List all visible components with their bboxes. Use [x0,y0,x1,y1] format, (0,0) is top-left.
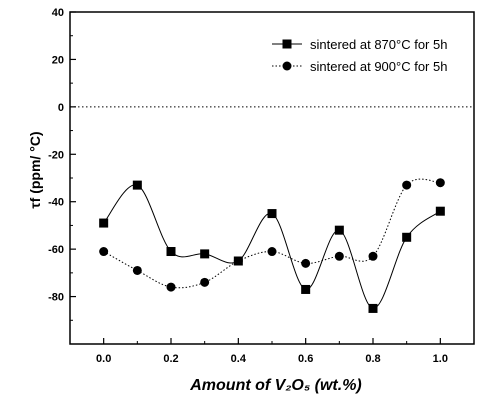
data-point-square [166,247,176,257]
x-axis-title: Amount of V₂O₅ (wt.%) [189,377,362,394]
data-point-square [402,232,412,242]
legend-label: sintered at 870°C for 5h [310,37,447,52]
data-point-circle [99,247,109,257]
x-tick-label: 0.0 [96,353,111,365]
y-tick-label: -60 [48,244,64,256]
y-axis-ticks: -80 -60 -40 -20 0 20 40 [48,7,76,321]
y-tick-label: -20 [48,149,64,161]
data-point-square [200,249,210,259]
data-point-circle [132,265,142,275]
y-tick-label: 0 [58,102,64,114]
x-tick-label: 0.8 [365,353,380,365]
data-point-circle [301,258,311,268]
data-point-square [334,225,344,235]
data-point-circle [233,256,243,266]
x-tick-label: 0.4 [231,353,247,365]
x-tick-label: 1.0 [433,353,448,365]
data-point-circle [368,251,378,261]
x-axis-ticks: 0.0 0.2 0.4 0.6 0.8 1.0 [96,338,448,365]
data-point-square [301,284,311,294]
y-tick-label: -40 [48,197,64,209]
series-line-2 [103,178,441,289]
legend-label: sintered at 900°C for 5h [310,59,447,74]
x-tick-label: 0.2 [163,353,178,365]
data-point-circle [334,251,344,261]
y-tick-label: -80 [48,292,64,304]
data-point-square [99,218,109,228]
y-tick-label: 20 [52,54,64,66]
legend: sintered at 870°C for 5h sintered at 900°… [272,37,447,74]
y-axis-title: τf (ppm/ °C) [27,131,43,208]
x-tick-label: 0.6 [298,353,313,365]
series-layer [99,178,445,313]
series-line-1 [103,184,441,309]
data-point-circle [402,180,412,190]
data-point-square [132,180,142,190]
data-point-square [368,303,378,313]
data-point-square [267,209,277,219]
legend-marker-circle [282,61,292,71]
data-point-square [435,206,445,216]
legend-marker-square [282,39,292,49]
data-point-circle [267,247,277,257]
data-point-circle [435,178,445,188]
data-point-circle [166,282,176,292]
y-tick-label: 40 [52,7,64,19]
data-point-circle [200,277,210,287]
